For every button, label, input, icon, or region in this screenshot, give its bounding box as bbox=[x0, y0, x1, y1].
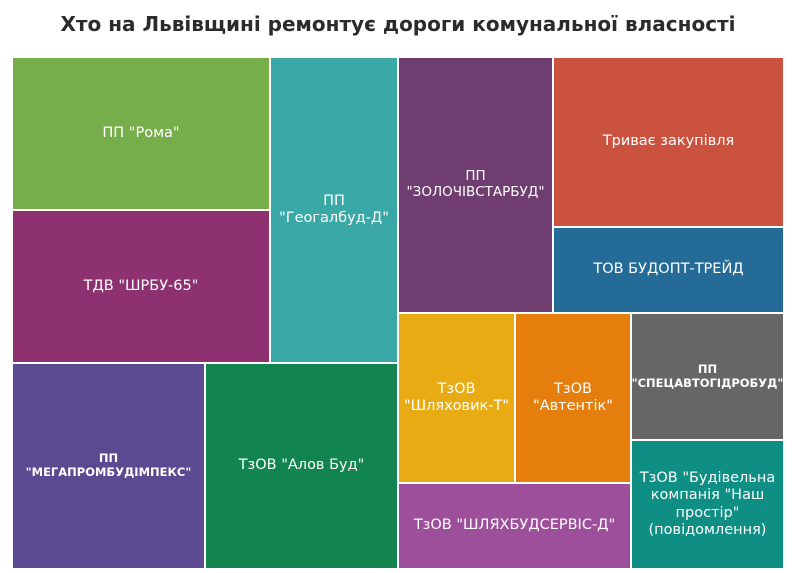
treemap-tile: ПП "Рома" bbox=[12, 57, 270, 210]
treemap-tile: ТОВ БУДОПТ-ТРЕЙД bbox=[553, 227, 784, 313]
treemap-tile: ПП "СПЕЦАВТОГІДРОБУД" bbox=[631, 313, 784, 440]
treemap-tile-label: ПП "СПЕЦАВТОГІДРОБУД" bbox=[631, 361, 784, 390]
treemap-tile-label: ТОВ БУДОПТ-ТРЕЙД bbox=[593, 261, 744, 278]
treemap-tile-label: Триває закупівля bbox=[602, 133, 735, 150]
treemap-tile-label: ПП "МЕГАПРОМБУДІМПЕКС" bbox=[25, 451, 192, 479]
treemap-tile-label: ТзОВ "Автентік" bbox=[533, 380, 613, 414]
treemap-tile: Триває закупівля bbox=[553, 57, 784, 227]
treemap-tile: ПП "ЗОЛОЧІВСТАРБУД" bbox=[398, 57, 553, 313]
treemap-tile-label: ПП "Рома" bbox=[102, 124, 180, 141]
treemap-tile-label: ТзОВ "ШЛЯХБУДСЕРВІС-Д" bbox=[413, 517, 616, 534]
treemap-tile-label: ТзОВ "Будівельна компанія "Наш простір" … bbox=[639, 470, 776, 538]
treemap-tile-label: ПП "Геогалбуд-Д" bbox=[279, 192, 389, 226]
treemap-tile-label: ТзОВ "Шляховик-Т" bbox=[403, 380, 510, 414]
treemap-tile: ТзОВ "Шляховик-Т" bbox=[398, 313, 515, 483]
treemap-tile-label: ТДВ "ШРБУ-65" bbox=[83, 277, 199, 294]
treemap-tile: ТзОВ "ШЛЯХБУДСЕРВІС-Д" bbox=[398, 483, 631, 569]
treemap-tile: ТзОВ "Будівельна компанія "Наш простір" … bbox=[631, 440, 784, 569]
treemap-tile-label: ПП "ЗОЛОЧІВСТАРБУД" bbox=[406, 168, 545, 200]
treemap-tile: ПП "МЕГАПРОМБУДІМПЕКС" bbox=[12, 363, 205, 569]
chart-title: Хто на Львівщині ремонтує дороги комунал… bbox=[60, 12, 736, 36]
treemap-tile: ПП "Геогалбуд-Д" bbox=[270, 57, 398, 363]
treemap-tile: ТзОВ "Алов Буд" bbox=[205, 363, 398, 569]
treemap-tile-label: ТзОВ "Алов Буд" bbox=[238, 457, 365, 474]
treemap-tile: ТзОВ "Автентік" bbox=[515, 313, 631, 483]
treemap-tile: ТДВ "ШРБУ-65" bbox=[12, 210, 270, 363]
